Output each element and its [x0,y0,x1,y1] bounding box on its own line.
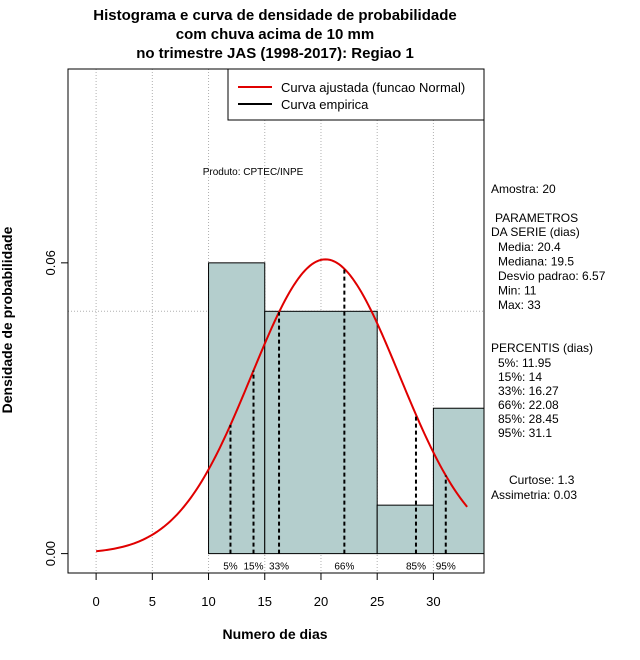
percentile-label: 66% [334,562,354,573]
x-axis-label: Numero de dias [222,626,327,642]
histogram-bar [376,504,434,555]
percentile-label: 33% [269,562,289,573]
stat-percentil: 95%: 31.1 [498,426,552,440]
y-tick-label: 0.00 [43,541,58,566]
x-tick-label: 5 [149,594,156,609]
y-tick-label: 0.06 [43,250,58,275]
stat-assimetria: Assimetria: 0.03 [491,488,577,502]
stat-percentil: 66%: 22.08 [498,398,559,412]
stat-parametro: Mediana: 19.5 [498,255,574,269]
stat-percentis-title: PERCENTIS (dias) [491,341,593,355]
product-credit: Produto: CPTEC/INPE [203,167,304,178]
stat-serie-title: DA SERIE (dias) [491,225,580,239]
x-tick-label: 10 [201,594,215,609]
stat-parametro: Max: 33 [498,298,541,312]
x-tick-label: 20 [314,594,328,609]
x-tick-label: 30 [426,594,440,609]
stat-percentil: 15%: 14 [498,370,542,384]
stat-percentil: 33%: 16.27 [498,384,559,398]
chart-title-line: com chuva acima de 10 mm [176,26,374,43]
percentile-label: 15% [244,562,264,573]
stat-percentil: 5%: 11.95 [498,356,551,370]
y-axis-label: Densidade de probabilidade [0,226,15,413]
x-tick-label: 25 [370,594,384,609]
legend-label: Curva empirica [281,97,369,112]
x-tick-label: 15 [258,594,272,609]
histogram-bar [208,262,266,555]
stat-percentil: 85%: 28.45 [498,412,559,426]
stat-curtose: Curtose: 1.3 [509,473,575,487]
stat-parametro: Min: 11 [498,284,537,298]
x-tick-label: 0 [92,594,99,609]
stat-parametros-title: PARAMETROS [495,211,578,225]
percentile-label: 85% [406,562,426,573]
stat-parametro: Desvio padrao: 6.57 [498,269,606,283]
chart-title-line: no trimestre JAS (1998-2017): Regiao 1 [136,45,414,62]
stat-parametro: Media: 20.4 [498,240,561,254]
legend-box [227,68,485,121]
legend-label: Curva ajustada (funcao Normal) [281,80,465,95]
percentile-label: 95% [436,562,456,573]
chart-title-line: Histograma e curva de densidade de proba… [93,7,456,24]
stat-amostra: Amostra: 20 [491,182,556,196]
normal-curve-line [96,258,468,553]
percentile-label: 5% [223,562,238,573]
histogram-bar [264,310,378,555]
bars-group [208,262,484,555]
histogram-bar [432,407,484,555]
